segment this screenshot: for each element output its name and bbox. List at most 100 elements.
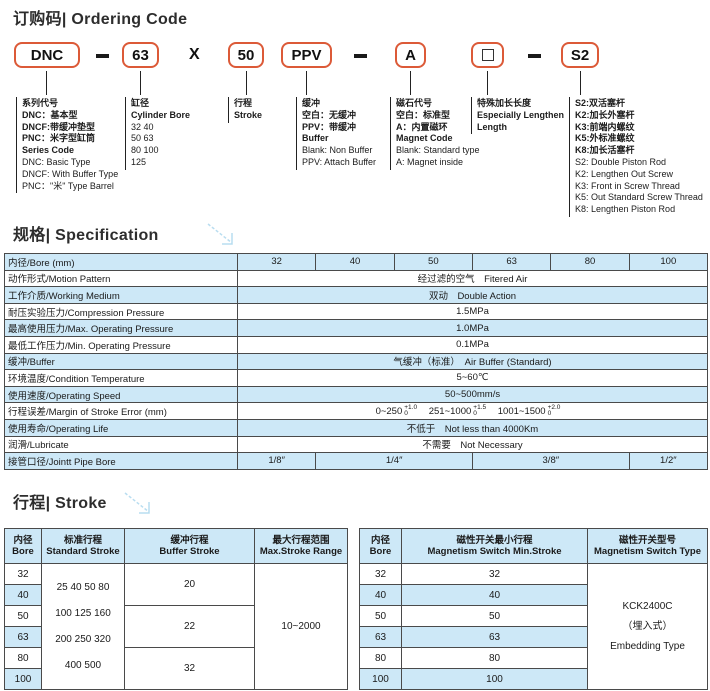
spec-label: 润滑/Lubricate [4, 435, 238, 454]
connector-line [487, 71, 488, 95]
pipe-bore-value: 3/8″ [471, 452, 630, 470]
min-stroke-cell: 32 [401, 563, 588, 585]
spec-value: 气缓冲（标准） Air Buffer (Standard) [237, 352, 708, 371]
switch-row: 100 100 [359, 668, 708, 690]
pipe-bore-value: 1/4″ [315, 452, 473, 470]
max-stroke-range-cell: 10~2000 [254, 563, 348, 690]
stroke-row: 40 [4, 584, 348, 606]
spec-row-medium: 工作介质/Working Medium 双动 Double Action [4, 286, 708, 304]
spec-row-temperature: 环境温度/Condition Temperature 5~60℃ [4, 369, 708, 387]
spec-value: 不需要 Not Necessary [237, 435, 708, 454]
spec-label: 最高使用压力/Max. Operating Pressure [4, 319, 238, 337]
spec-label: 动作形式/Motion Pattern [4, 269, 238, 288]
spec-row-compression: 耐压实验压力/Compression Pressure 1.5MPa [4, 302, 708, 321]
connector-line [306, 71, 307, 95]
header-min-stroke: 磁性开关最小行程 Magnetism Switch Min.Stroke [401, 528, 588, 564]
code-box-special: S2 [561, 42, 599, 68]
stroke-table: 内径 Bore 标准行程 Standard Stroke 缓冲行程 Buffer St… [4, 528, 348, 690]
spec-row-speed: 使用速度/Operating Speed 50~500mm/s [4, 385, 708, 404]
connector-line [580, 71, 581, 95]
desc-special-codes: S2:双活塞杆 K2:加长外塞杆 K3:前端内螺纹 K5:外标准螺纹 K8:加长活塞杆 S… [569, 97, 703, 217]
stroke-header-row: 内径 Bore 标准行程 Standard Stroke 缓冲行程 Buffer St… [4, 528, 348, 564]
spec-value: 0.1MPa [237, 335, 708, 354]
switch-row: 80 80 [359, 647, 708, 669]
bore-cell: 100 [4, 668, 42, 690]
bore-cell: 100 [359, 668, 402, 690]
pipe-bore-value: 1/8″ [236, 452, 317, 470]
bore-cell: 63 [359, 626, 402, 648]
spec-label: 行程误差/Margin of Stroke Error (mm) [4, 402, 238, 420]
code-box-buffer: PPV [281, 42, 332, 68]
bore-cell: 32 [4, 563, 42, 585]
bore-cell: 80 [4, 647, 42, 669]
spec-header-label: 内径/Bore (mm) [4, 253, 238, 271]
desc-magnet-code: 磁石代号 空白：标准型 A：内置磁环 Magnet Code Blank: Standa… [390, 97, 480, 170]
bore-32: 32 [236, 253, 317, 271]
header-buffer-stroke: 缓冲行程 Buffer Stroke [124, 528, 255, 564]
bore-cell: 50 [4, 605, 42, 627]
spec-label: 使用寿命/Operating Life [4, 418, 238, 437]
spec-row-max-pressure: 最高使用压力/Max. Operating Pressure 1.0MPa [4, 319, 708, 337]
bore-40: 40 [315, 253, 395, 271]
desc-length: 特殊加长长度 Especially Lengthen Length [471, 97, 564, 135]
spec-value: 不低于 Not less than 4000Km [237, 418, 708, 437]
connector-line [246, 71, 247, 95]
bore-cell: 32 [359, 563, 402, 585]
spec-header-row: 内径/Bore (mm) 32 40 50 63 80 100 [4, 253, 709, 271]
min-stroke-cell: 63 [401, 626, 588, 648]
header-standard-stroke: 标准行程 Standard Stroke [41, 528, 125, 564]
stroke-row: 63 [4, 626, 348, 648]
buffer-stroke-cell: 22 [124, 605, 255, 648]
stroke-row: 32 25 40 50 80 100 125 160 200 250 320 400 … [4, 563, 348, 690]
specification-title: 规格| Specification [13, 227, 159, 244]
pipe-bore-value: 1/2″ [628, 452, 709, 470]
magnetism-switch-table: 内径 Bore 磁性开关最小行程 Magnetism Switch Min.Stro… [359, 528, 708, 690]
spec-row-life: 使用寿命/Operating Life 不低于 Not less than 40… [4, 418, 708, 437]
desc-series-code: 系列代号 DNC：基本型 DNCF:带缓冲垫型 PNC：米字型缸筒 Series Cod… [16, 97, 118, 194]
bore-80: 80 [550, 253, 630, 271]
spec-label: 耐压实验压力/Compression Pressure [4, 302, 238, 321]
spec-value: 50~500mm/s [237, 385, 708, 404]
desc-buffer: 缓冲 空白：无缓冲 PPV：带缓冲 Buffer Blank: Non Buffer PP… [296, 97, 376, 170]
min-stroke-cell: 100 [401, 668, 588, 690]
bore-cell: 40 [4, 584, 42, 606]
header-switch-type: 磁性开关型号 Magnetism Switch Type [587, 528, 708, 564]
stroke-row: 80 32 [4, 647, 348, 690]
spec-label: 缓冲/Buffer [4, 352, 238, 371]
spec-row-buffer: 缓冲/Buffer 气缓冲（标准） Air Buffer (Standard) [4, 352, 708, 371]
buffer-stroke-cell: 32 [124, 647, 255, 690]
min-stroke-cell: 80 [401, 647, 588, 669]
spec-label: 工作介质/Working Medium [4, 286, 238, 304]
spec-row-lubricate: 润滑/Lubricate 不需要 Not Necessary [4, 435, 708, 454]
spec-value: 1.5MPa [237, 302, 708, 321]
spec-value: 双动 Double Action [237, 286, 708, 304]
connector-line [46, 71, 47, 95]
spec-value: 0~250 +1.0 0 251~1000 +1.5 0 1001~1500 +2.0 0 [237, 402, 708, 420]
specification-table: 内径/Bore (mm) 32 40 50 63 80 100 动作形式/Mot… [4, 253, 709, 470]
switch-row: 63 63 [359, 626, 708, 648]
code-box-magnet: A [395, 42, 426, 68]
bore-100: 100 [628, 253, 709, 271]
code-box-length [471, 42, 504, 68]
spec-label: 接管口径/Jointt Pipe Bore [4, 452, 238, 470]
stroke-row: 50 22 [4, 605, 348, 648]
spec-label: 环境温度/Condition Temperature [4, 369, 238, 387]
down-right-arrow-icon [124, 492, 150, 514]
spec-row-min-pressure: 最低工作压力/Min. Operating Pressure 0.1MPa [4, 335, 708, 354]
min-stroke-cell: 50 [401, 605, 588, 627]
desc-cylinder-bore: 缸径 Cylinder Bore 32 40 50 63 80 100 125 [125, 97, 190, 170]
spec-row-pipe-bore: 接管口径/Jointt Pipe Bore 1/8″ 1/4″ 3/8″ 1/2… [4, 452, 709, 470]
code-box-series: DNC [14, 42, 80, 68]
min-stroke-cell: 40 [401, 584, 588, 606]
bore-cell: 40 [359, 584, 402, 606]
stroke-row: 100 [4, 668, 348, 690]
spec-value: 1.0MPa [237, 319, 708, 337]
connector-line [410, 71, 411, 95]
header-max-stroke-range: 最大行程范围 Max.Stroke Range [254, 528, 348, 564]
bore-cell: 50 [359, 605, 402, 627]
ordering-code-title: 订购码| Ordering Code [13, 11, 188, 28]
spec-row-stroke-error: 行程误差/Margin of Stroke Error (mm) 0~250 +1… [4, 402, 708, 420]
switch-header-row: 内径 Bore 磁性开关最小行程 Magnetism Switch Min.Stro… [359, 528, 708, 564]
standard-stroke-cell: 25 40 50 80 100 125 160 200 250 320 400 500 [41, 563, 125, 690]
